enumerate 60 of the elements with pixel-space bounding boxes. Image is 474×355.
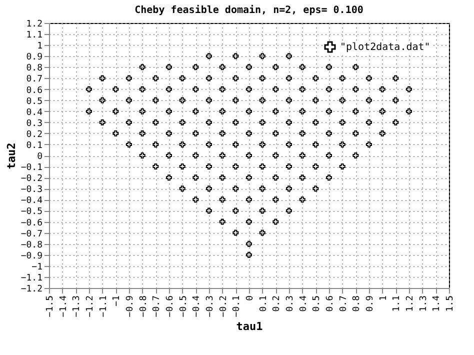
x-tick-label: 0.9: [366, 296, 376, 312]
y-tick-label: 1.2: [26, 20, 42, 30]
x-tick-label: 1.2: [406, 296, 416, 312]
y-tick-label: 0.5: [26, 96, 42, 107]
x-tick-label: −0.7: [152, 296, 162, 318]
y-tick-label: −0.6: [20, 218, 42, 228]
y-axis-title: tau2: [4, 142, 18, 170]
y-tick-label: −0.4: [20, 196, 42, 206]
chart-title: Cheby feasible domain, n=2, eps= 0.100: [134, 4, 364, 16]
y-tick-label: −0.2: [20, 174, 42, 184]
x-tick-label: 0.7: [338, 296, 349, 312]
x-tick-label: −0.5: [178, 296, 189, 318]
x-tick-label: 0.4: [298, 296, 309, 312]
y-tick-label: 0.4: [26, 108, 42, 118]
x-tick-label: 1.3: [418, 296, 429, 312]
y-tick-label: −1.2: [20, 284, 42, 294]
y-tick-label: −0.3: [20, 185, 42, 196]
x-tick-label: −1.1: [98, 296, 109, 318]
x-tick-label: −0.4: [192, 296, 202, 318]
y-tick-label: −0.8: [20, 240, 42, 250]
y-tick-label: −0.9: [20, 251, 42, 262]
x-tick-label: −1.5: [46, 296, 56, 318]
x-tick-label: −1.2: [86, 296, 96, 318]
x-tick-label: 1.1: [392, 296, 402, 312]
y-tick-label: 0.6: [26, 86, 42, 96]
x-tick-label: −0.1: [232, 296, 242, 318]
y-tick-label: −0.5: [20, 207, 42, 218]
y-tick-label: −0.7: [20, 229, 42, 240]
x-tick-label: −0.9: [126, 296, 136, 318]
y-tick-label: −0.1: [20, 163, 42, 174]
x-tick-label: 0.6: [326, 296, 336, 312]
y-tick-label: 0.1: [26, 140, 42, 151]
x-tick-label: −1.3: [72, 296, 82, 318]
x-tick-label: 1.4: [432, 296, 442, 312]
x-tick-label: −0.8: [138, 296, 149, 318]
y-tick-label: −1: [32, 262, 42, 272]
x-tick-label: 0.8: [352, 296, 362, 312]
y-tick-label: −1.1: [20, 273, 42, 284]
x-tick-label: 0: [246, 296, 256, 301]
y-tick-label: 0.7: [26, 74, 42, 85]
y-tick-label: 0.2: [26, 130, 42, 140]
legend-label: "plot2data.dat": [340, 42, 430, 53]
x-tick-label: −1: [112, 296, 122, 306]
y-tick-label: 0.3: [26, 118, 42, 129]
x-tick-label: 0.3: [286, 296, 296, 312]
y-tick-label: 1: [37, 42, 42, 52]
x-tick-label: −1.4: [58, 296, 69, 318]
x-tick-label: −0.6: [166, 296, 176, 318]
y-tick-label: 0.8: [26, 64, 42, 74]
x-tick-label: −0.2: [218, 296, 229, 318]
x-tick-label: −0.3: [206, 296, 216, 318]
x-tick-label: 0.2: [272, 296, 282, 312]
x-tick-label: 1: [378, 296, 389, 301]
x-axis-title: tau1: [236, 320, 264, 334]
x-tick-label: 1.5: [446, 296, 456, 312]
y-tick-label: 0.9: [26, 52, 42, 63]
x-tick-label: 0.5: [312, 296, 322, 312]
y-tick-label: 0: [37, 152, 42, 162]
x-tick-label: 0.1: [258, 296, 269, 312]
y-tick-label: 1.1: [26, 30, 42, 41]
